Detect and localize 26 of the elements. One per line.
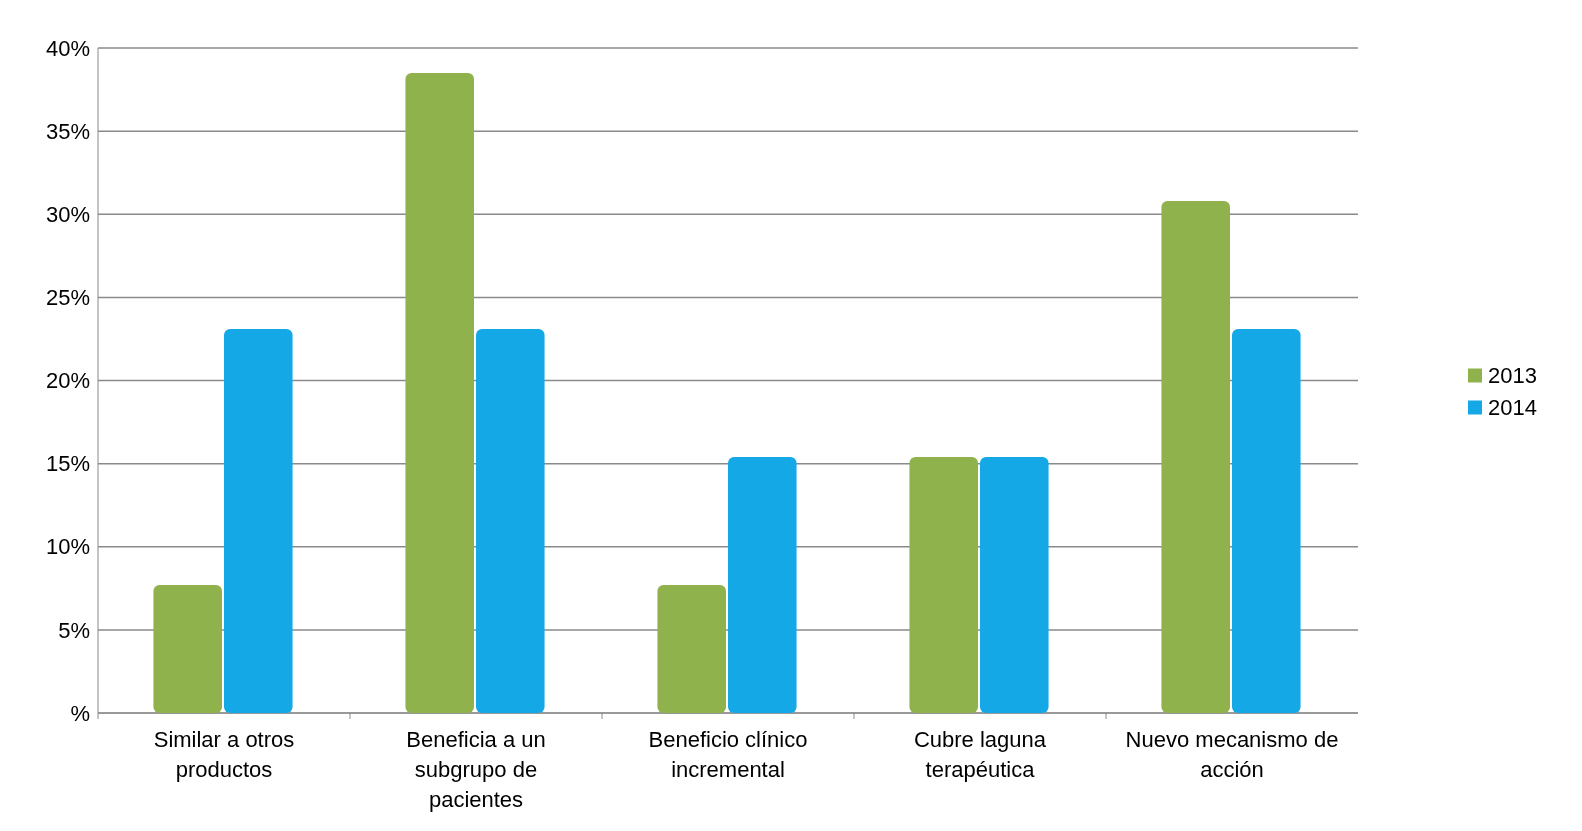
- x-tick-label: Beneficia a un subgrupo de pacientes: [406, 727, 546, 812]
- y-tick-label: 35%: [45, 118, 90, 144]
- y-tick-label: 25%: [45, 285, 90, 311]
- bar: [153, 584, 222, 713]
- bar: [728, 456, 797, 713]
- y-tick-label: 10%: [45, 534, 90, 560]
- y-tick-label: 40%: [45, 35, 90, 61]
- y-tick-label: %: [70, 700, 90, 726]
- bar: [1161, 200, 1230, 713]
- x-tick-label: Nuevo mecanismo de acción: [1125, 727, 1339, 782]
- bar: [657, 584, 726, 713]
- y-tick-label: 15%: [45, 451, 90, 477]
- y-tick-label: 20%: [45, 368, 90, 394]
- legend-label: 2014: [1488, 395, 1537, 421]
- bar: [980, 456, 1049, 713]
- y-tick-label: 30%: [45, 201, 90, 227]
- x-tick-label: Beneficio clínico incremental: [648, 727, 808, 782]
- bar: [476, 328, 545, 713]
- x-tick-label: Cubre laguna terapéutica: [913, 727, 1047, 782]
- bar: [909, 456, 978, 713]
- bar: [224, 328, 293, 713]
- bar: [405, 72, 474, 713]
- y-tick-label: 5%: [58, 617, 90, 643]
- legend-label: 2013: [1488, 363, 1537, 389]
- x-tick-label: Similar a otros productos: [153, 727, 295, 782]
- bar: [1232, 328, 1301, 713]
